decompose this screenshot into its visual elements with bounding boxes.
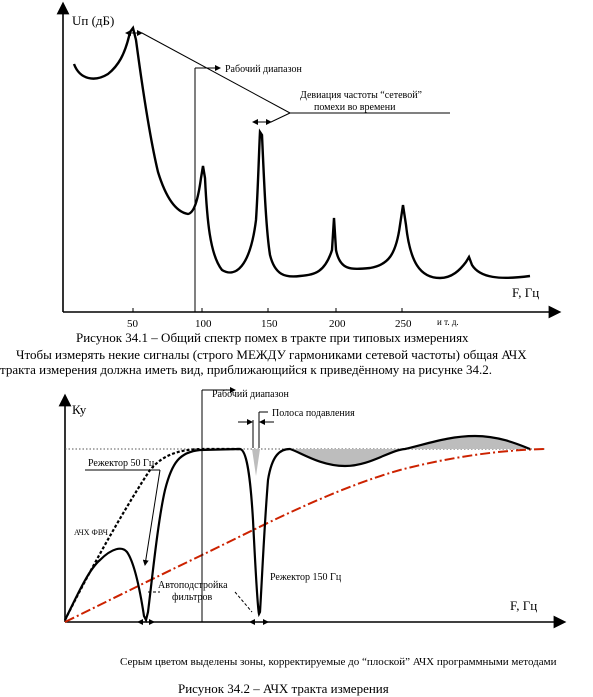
figure-34-1-caption: Рисунок 34.1 – Общий спектр помех в трак… [76,330,469,345]
fig1-tick-200: 200 [329,318,346,330]
figure-34-2-caption: Рисунок 34.2 – АЧХ тракта измерения [178,681,389,696]
fig2-y-label: Ку [72,402,87,417]
fig1-dev-leader-2 [270,112,291,123]
fig1-spectrum-curve [72,25,531,280]
fig1-ticks [132,308,403,312]
fig2-rej50-label: Режектор 50 Гц [88,458,155,469]
figure-34-2: Ку F, Гц Рабочий диапазон Полоса подавле… [58,387,567,629]
fig1-dev-label-2: помехи во времени [314,102,396,113]
fig1-range-label: Рабочий диапазон [225,64,302,75]
fig2-gray-zone-dip [290,449,405,466]
fig1-dev-leader-1 [141,32,291,114]
paragraph-line-1: Чтобы измерять некие сигналы (строго МЕЖ… [16,347,527,362]
fig2-rej50-leader [142,469,161,566]
fig2-hpf-label: АЧХ ФВЧ [74,528,108,537]
fig1-tick-250: 250 [395,318,412,330]
fig1-tick-50: 50 [127,318,139,330]
fig2-red-curve [64,448,546,623]
figure-34-2-note: Серым цветом выделены зоны, корректируем… [120,656,557,668]
fig2-autotune-dash-right [234,591,253,613]
fig1-y-label: Uп (дБ) [72,13,114,28]
fig2-range-label: Рабочий диапазон [212,389,289,400]
fig2-autotune-label-1: Автоподстройка [158,580,228,591]
fig1-x-label: F, Гц [512,285,539,300]
figure-34-1: Uп (дБ) F, Гц 50 100 150 200 250 и т. д.… [56,1,562,330]
fig2-rej150-label: Режектор 150 Гц [270,572,342,583]
fig2-x-label: F, Гц [510,598,537,613]
fig2-gray-zone-stopband [252,449,260,476]
paragraph-line-2: тракта измерения должна иметь вид, прибл… [0,362,493,377]
fig2-autotune-label-2: фильтров [172,592,212,603]
fig1-dev-label-1: Девиация частоты “сетевой” [300,90,422,101]
fig1-tick-etc: и т. д. [437,317,459,327]
fig2-stopband-label: Полоса подавления [272,408,355,419]
fig2-main-curve [64,434,531,624]
fig1-tick-150: 150 [261,318,278,330]
fig1-tick-100: 100 [195,318,212,330]
